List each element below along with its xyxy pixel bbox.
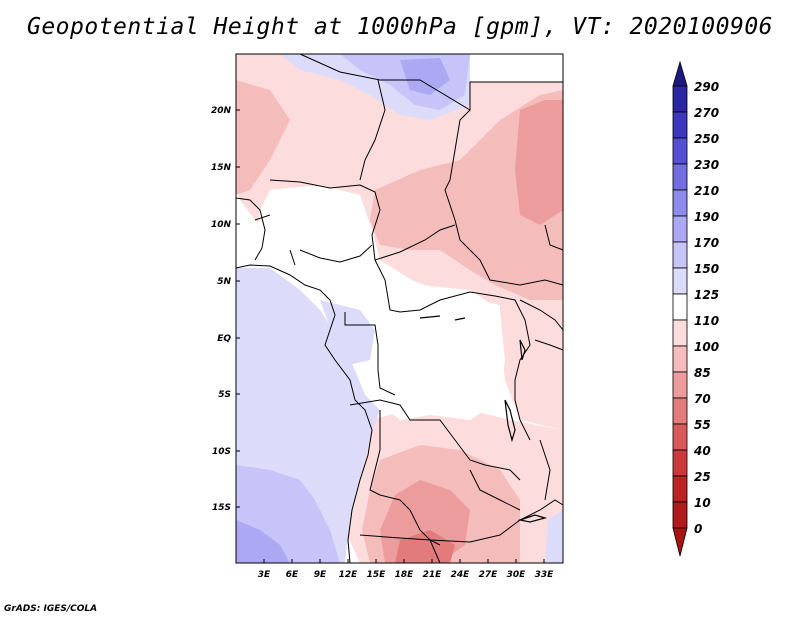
contour-region-east-light-red [500,300,563,430]
x-tick-label: 3E [258,570,271,580]
map-title: Geopotential Height at 1000hPa [gpm], VT… [26,14,774,40]
colorbar-label: 70 [694,392,711,406]
colorbar-label: 230 [694,158,719,172]
colorbar-label: 290 [694,80,719,94]
colorbar-segment [672,423,688,451]
contour-region-gulf-light-blue [320,300,375,365]
colorbar-label: 55 [694,418,711,432]
x-tick-label: 15E [367,570,387,580]
y-tick-label: 10S [212,447,231,457]
colorbar-segment [672,241,688,269]
x-tick-label: 9E [314,570,327,580]
colorbar: 290 270 250 230 210 190 170 150 125 110 … [672,60,719,557]
colorbar-label: 125 [694,288,719,302]
colorbar-label: 100 [694,340,719,354]
colorbar-segment [672,215,688,243]
contour-region-east-light-blue [545,510,563,563]
map-frame [235,53,564,564]
colorbar-segment [672,449,688,477]
contour-region-sudan-deep-red [515,100,563,225]
colorbar-label: 270 [694,106,719,120]
footer-credit: GrADS: IGES/COLA [4,604,98,614]
colorbar-label: 110 [694,314,719,328]
x-tick-label: 30E [507,570,527,580]
y-tick-label: 15N [211,163,232,173]
colorbar-segment [672,163,688,191]
colorbar-segment [672,189,688,217]
colorbar-labels: 290 270 250 230 210 190 170 150 125 110 … [693,80,719,536]
colorbar-segment [672,345,688,373]
colorbar-label: 25 [694,470,711,484]
x-tick-label: 6E [286,570,299,580]
y-tick-label: 5S [218,390,231,400]
colorbar-segment [672,137,688,165]
contour-region-congo-white [255,185,505,420]
colorbar-label: 250 [694,132,719,146]
colorbar-segment [672,501,688,529]
x-tick-label: 27E [479,570,499,580]
colorbar-segment [672,111,688,139]
contour-region-chad-mid-red [370,90,563,300]
colorbar-label: 210 [694,184,719,198]
x-tick-label: 24E [451,570,471,580]
y-tick-label: 15S [212,503,231,513]
colorbar-label: 190 [694,210,719,224]
x-tick-label: 33E [535,570,555,580]
colorbar-cap-bottom [672,527,688,557]
colorbar-label: 170 [694,236,719,250]
y-tick-label: EQ [217,334,231,344]
colorbar-segments [672,85,688,529]
colorbar-segment [672,371,688,399]
contour-region-sahara-deep-blue [400,58,450,95]
colorbar-label: 150 [694,262,719,276]
contour-region-atlantic-deep-blue [236,520,290,563]
colorbar-segment [672,85,688,113]
contour-region-west-mid-red [236,80,290,195]
map-plot: 20N 15N 10N 5N EQ 5S 10S 15S 3E 6E 9E 12… [211,53,564,580]
y-tick-labels: 20N 15N 10N 5N EQ 5S 10S 15S [211,106,232,513]
lakes [419,315,548,523]
country-borders [235,53,564,564]
colorbar-label: 0 [694,522,702,536]
colorbar-segment [672,267,688,295]
colorbar-segment [672,397,688,425]
y-tick-label: 5N [217,277,231,287]
x-tick-label: 18E [395,570,415,580]
colorbar-cap-top [672,60,688,87]
colorbar-label: 85 [694,366,711,380]
x-tick-label: 21E [423,570,443,580]
colorbar-segment [672,293,688,321]
colorbar-label: 40 [693,444,711,458]
y-tick-label: 20N [211,106,232,116]
map-axis-ticks [236,109,545,563]
colorbar-label: 10 [694,496,711,510]
colorbar-segment [672,319,688,347]
colorbar-segment [672,475,688,503]
x-tick-label: 12E [339,570,359,580]
y-tick-label: 10N [211,220,232,230]
x-tick-labels: 3E 6E 9E 12E 15E 18E 21E 24E 27E 30E 33E [258,570,554,580]
